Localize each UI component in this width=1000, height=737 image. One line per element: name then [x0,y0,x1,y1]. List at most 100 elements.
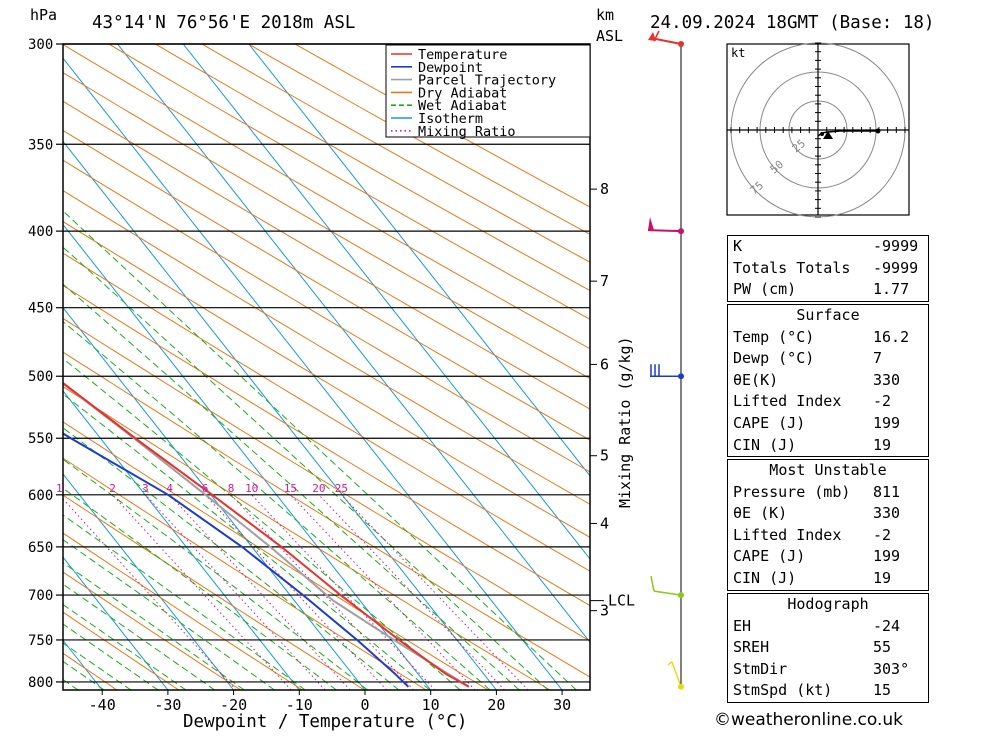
table-row-value: -24 [873,616,900,638]
table-row-value: 303° [873,659,909,681]
table-row: K -9999 [728,236,928,258]
table-section-title: Surface [728,305,928,327]
mixing-ratio-label: 20 [312,482,325,495]
table-row-value: -2 [873,525,891,547]
temp-tick-label: 30 [553,696,571,714]
table-row: Temp (°C) 16.2 [728,327,928,349]
pressure-tick-label: 300 [28,37,53,53]
wind-barb-feather [668,662,672,665]
isotherm-line [0,44,365,690]
wind-barb-flag [648,217,654,230]
mixing-ratio-label: 3 [142,482,149,495]
mixing-ratio-label: 4 [166,482,173,495]
mixing-ratio-label: 10 [245,482,258,495]
table-row-value: 19 [873,435,891,457]
km-tick-label: 8 [600,180,609,198]
x-axis-title: Dewpoint / Temperature (°C) [183,712,467,732]
wind-barb-feather [651,576,654,591]
table-row-value: 330 [873,503,900,525]
wet-adiabat-line [0,44,430,690]
table-row-value: -9999 [873,236,918,258]
pressure-tick-label: 700 [28,588,53,604]
table-row: EH-24 [728,616,928,638]
table-row-label: Pressure (mb) [733,483,850,501]
dry-adiabat-line [0,40,117,690]
table-row-label: Temp (°C) [733,328,814,346]
mixing-ratio-label: 6 [202,482,209,495]
parcel-trajectory-line [0,44,469,687]
table-row-value: 19 [873,568,891,590]
legend-label: Mixing Ratio [418,124,516,140]
table-row-value: 199 [873,546,900,568]
hpa-unit-label: hPa [30,6,57,24]
table-row-label: θE (K) [733,504,787,522]
wind-barb-shaft [672,662,681,687]
temp-tick-label: 20 [487,696,505,714]
temperature-line [0,44,469,687]
table-row-label: StmDir [733,660,787,678]
hodograph-point [820,132,824,136]
table-row: Totals Totals-9999 [728,258,928,280]
dry-adiabat-line [0,40,426,690]
datetime-title: 24.09.2024 18GMT (Base: 18) [650,13,934,33]
pressure-tick-label: 400 [28,224,53,240]
wet-adiabat-line [0,44,158,690]
pressure-tick-label: 450 [28,301,53,317]
mixing-ratio-label: 2 [109,482,116,495]
isotherm-line [0,44,431,690]
copyright-footer: ©weatheronline.co.uk [714,710,903,730]
table-row: Pressure (mb) 811 [728,482,928,504]
table-row-value: 55 [873,637,891,659]
wet-adiabat-line [0,44,368,690]
table-row: PW (cm)1.77 [728,279,928,301]
table-row: θE (K) 330 [728,503,928,525]
pressure-tick-label: 500 [28,369,53,385]
table-row-label: CAPE (J) [733,547,805,565]
table-row: Lifted Index-2 [728,391,928,413]
wet-adiabat-line [0,44,131,690]
dry-adiabat-line [0,40,364,690]
table-row-label: Dewp (°C) [733,349,814,367]
table-row-label: K [733,237,742,255]
table-row-value: 811 [873,482,900,504]
pressure-tick-label: 550 [28,431,53,447]
table-row: CIN (J) 19 [728,568,928,590]
mixing-ratio-label: 15 [284,482,297,495]
wet-adiabat-line [0,44,490,690]
table-section-title: Most Unstable [728,460,928,482]
mixing-ratio-line [205,495,387,690]
table-row-label: StmSpd (kt) [733,681,832,699]
pressure-tick-label: 750 [28,633,53,649]
pressure-tick-label: 350 [28,137,53,153]
wind-barb-shaft [654,591,681,595]
table-row-value: 16.2 [873,327,909,349]
table-row-value: 199 [873,413,900,435]
table-row-label: SREH [733,638,769,656]
mixing-ratio-label: 1 [56,482,63,495]
table-row: StmDir 303° [728,659,928,681]
table-row: Lifted Index -2 [728,525,928,547]
table-row: StmSpd (kt)15 [728,680,928,702]
hodograph-point [876,129,881,134]
temp-tick-label: -40 [89,696,116,714]
wind-barb-shaft [648,230,681,231]
table-row-value: 7 [873,348,882,370]
isotherm-line [0,44,496,690]
table-row: CAPE (J)199 [728,413,928,435]
pressure-tick-label: 800 [28,675,53,691]
table-row-label: Lifted Index [733,526,841,544]
km-tick-label: 6 [600,355,609,373]
table-row-label: CIN (J) [733,436,796,454]
table-row-value: 1.77 [873,279,909,301]
isotherm-line [0,44,168,690]
lcl-label: LCL [608,592,635,610]
table-row: CIN (J) 19 [728,435,928,457]
table-row-label: CIN (J) [733,569,796,587]
asl-unit-label: ASL [596,27,623,45]
mixing-ratio-line [341,495,528,690]
